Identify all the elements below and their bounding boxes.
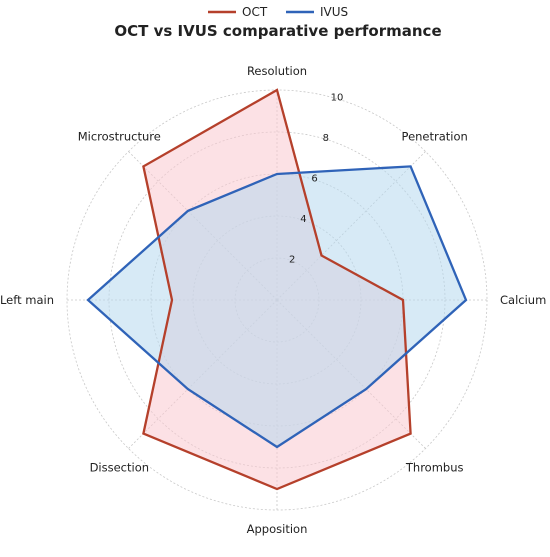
series-line-oct (142, 88, 412, 491)
axis-label-calcium: Calcium (500, 293, 546, 307)
axis-label-dissection: Dissection (90, 461, 149, 475)
radial-tick-label-2: 2 (289, 255, 295, 266)
axis-label-penetration: Penetration (402, 129, 468, 143)
series-line-ivus (86, 165, 468, 449)
legend-label-ivus: IVUS (320, 5, 348, 19)
axis-label-microstructure: Microstructure (78, 129, 161, 143)
radial-tick-label-10: 10 (331, 93, 344, 104)
axis-label-resolution: Resolution (247, 64, 307, 78)
legend: OCT IVUS (208, 5, 348, 19)
legend-label-oct: OCT (242, 5, 268, 19)
radial-tick-label-4: 4 (300, 214, 306, 225)
radial-tick-label-8: 8 (323, 133, 329, 144)
axis-label-apposition: Apposition (247, 522, 308, 536)
radial-tick-label-6: 6 (311, 174, 317, 185)
series-fill-ivus (88, 166, 466, 447)
radar-series (86, 88, 468, 491)
axis-label-thrombus: Thrombus (405, 461, 464, 475)
axis-labels: Resolution Penetration Calcium Thrombus Appo… (0, 64, 546, 536)
axis-label-left-main: Left main (0, 293, 54, 307)
radial-ticks: 2 4 6 8 10 (289, 93, 343, 266)
chart-title: OCT vs IVUS comparative performance (114, 22, 441, 40)
